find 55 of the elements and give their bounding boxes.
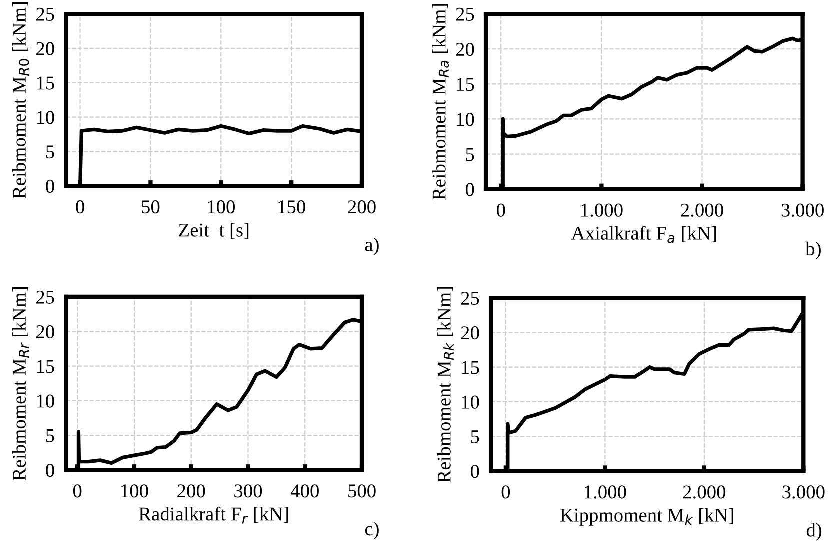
text: c) <box>365 522 379 540</box>
y-tick-label: 0 <box>46 180 54 194</box>
x-axis-title: Zeit t [s] <box>179 223 249 240</box>
x-tick-label: 3.000 <box>782 486 825 499</box>
x-tick-label: 100 <box>122 484 148 498</box>
text: b) <box>806 242 821 260</box>
x-tick-label: 150 <box>278 200 306 214</box>
y-tick-label: 25 <box>36 8 54 22</box>
y-tick-label: 10 <box>37 111 54 124</box>
text: a) <box>365 238 379 256</box>
x-tick-label: 200 <box>348 200 376 214</box>
x-tick-label: 500 <box>348 484 376 498</box>
y-axis-title: Reibmoment M$_{Rk}$ [kNm] <box>437 287 454 483</box>
y-tick-label: 20 <box>36 42 54 56</box>
x-tick-label: 50 <box>142 200 160 214</box>
x-axis-title: Radialkraft F$_{r}$ [kN] <box>139 506 288 524</box>
y-axis-title: Reibmoment M$_{R0}$ [kNm] <box>12 2 30 199</box>
x-tick-label: 300 <box>234 484 262 498</box>
y-axis-title: Reibmoment M$_{Ra}$ [kNm] <box>432 4 450 200</box>
x-tick-label: 0 <box>76 200 84 214</box>
x-tick-label: 100 <box>208 200 235 214</box>
y-tick-label: 10 <box>37 394 54 408</box>
x-tick-label: 3.000 <box>782 204 824 218</box>
x-tick-label: 0 <box>73 484 82 498</box>
y-tick-label: 15 <box>462 361 480 374</box>
y-tick-label: 5 <box>466 148 474 162</box>
y-tick-label: 5 <box>46 430 54 442</box>
x-tick-label: 2.000 <box>683 486 726 499</box>
x-tick-label: 0 <box>497 204 506 217</box>
x-tick-label: 0 <box>502 486 510 499</box>
y-tick-label: 20 <box>456 42 474 56</box>
y-tick-label: 5 <box>471 430 480 444</box>
y-tick-label: 10 <box>457 113 474 126</box>
x-axis-title: Axialkraft F$_{a}$ [kN] <box>572 226 716 244</box>
y-tick-label: 5 <box>46 146 54 159</box>
x-tick-label: 2.000 <box>681 204 724 218</box>
y-tick-label: 15 <box>457 78 474 92</box>
x-tick-label: 400 <box>290 484 319 498</box>
x-tick-label: 200 <box>178 484 206 498</box>
y-tick-label: 0 <box>466 183 474 196</box>
y-tick-label: 25 <box>461 292 480 306</box>
x-axis-title: Kippmoment M$_{k}$ [kN] <box>560 508 734 526</box>
y-tick-label: 10 <box>462 396 480 409</box>
y-tick-label: 15 <box>37 76 54 90</box>
y-tick-label: 15 <box>37 360 54 374</box>
y-tick-label: 25 <box>36 290 54 304</box>
x-tick-label: 1.000 <box>582 204 623 218</box>
y-tick-label: 25 <box>456 8 474 22</box>
x-tick-label: 1.000 <box>585 486 626 499</box>
y-tick-label: 20 <box>36 325 54 339</box>
y-tick-label: 20 <box>461 326 480 340</box>
y-tick-label: 0 <box>470 465 480 478</box>
text: d) <box>806 523 822 541</box>
y-tick-label: 0 <box>46 464 54 478</box>
y-axis-title: Reibmoment M$_{Rr}$ [kNm] <box>12 288 30 481</box>
